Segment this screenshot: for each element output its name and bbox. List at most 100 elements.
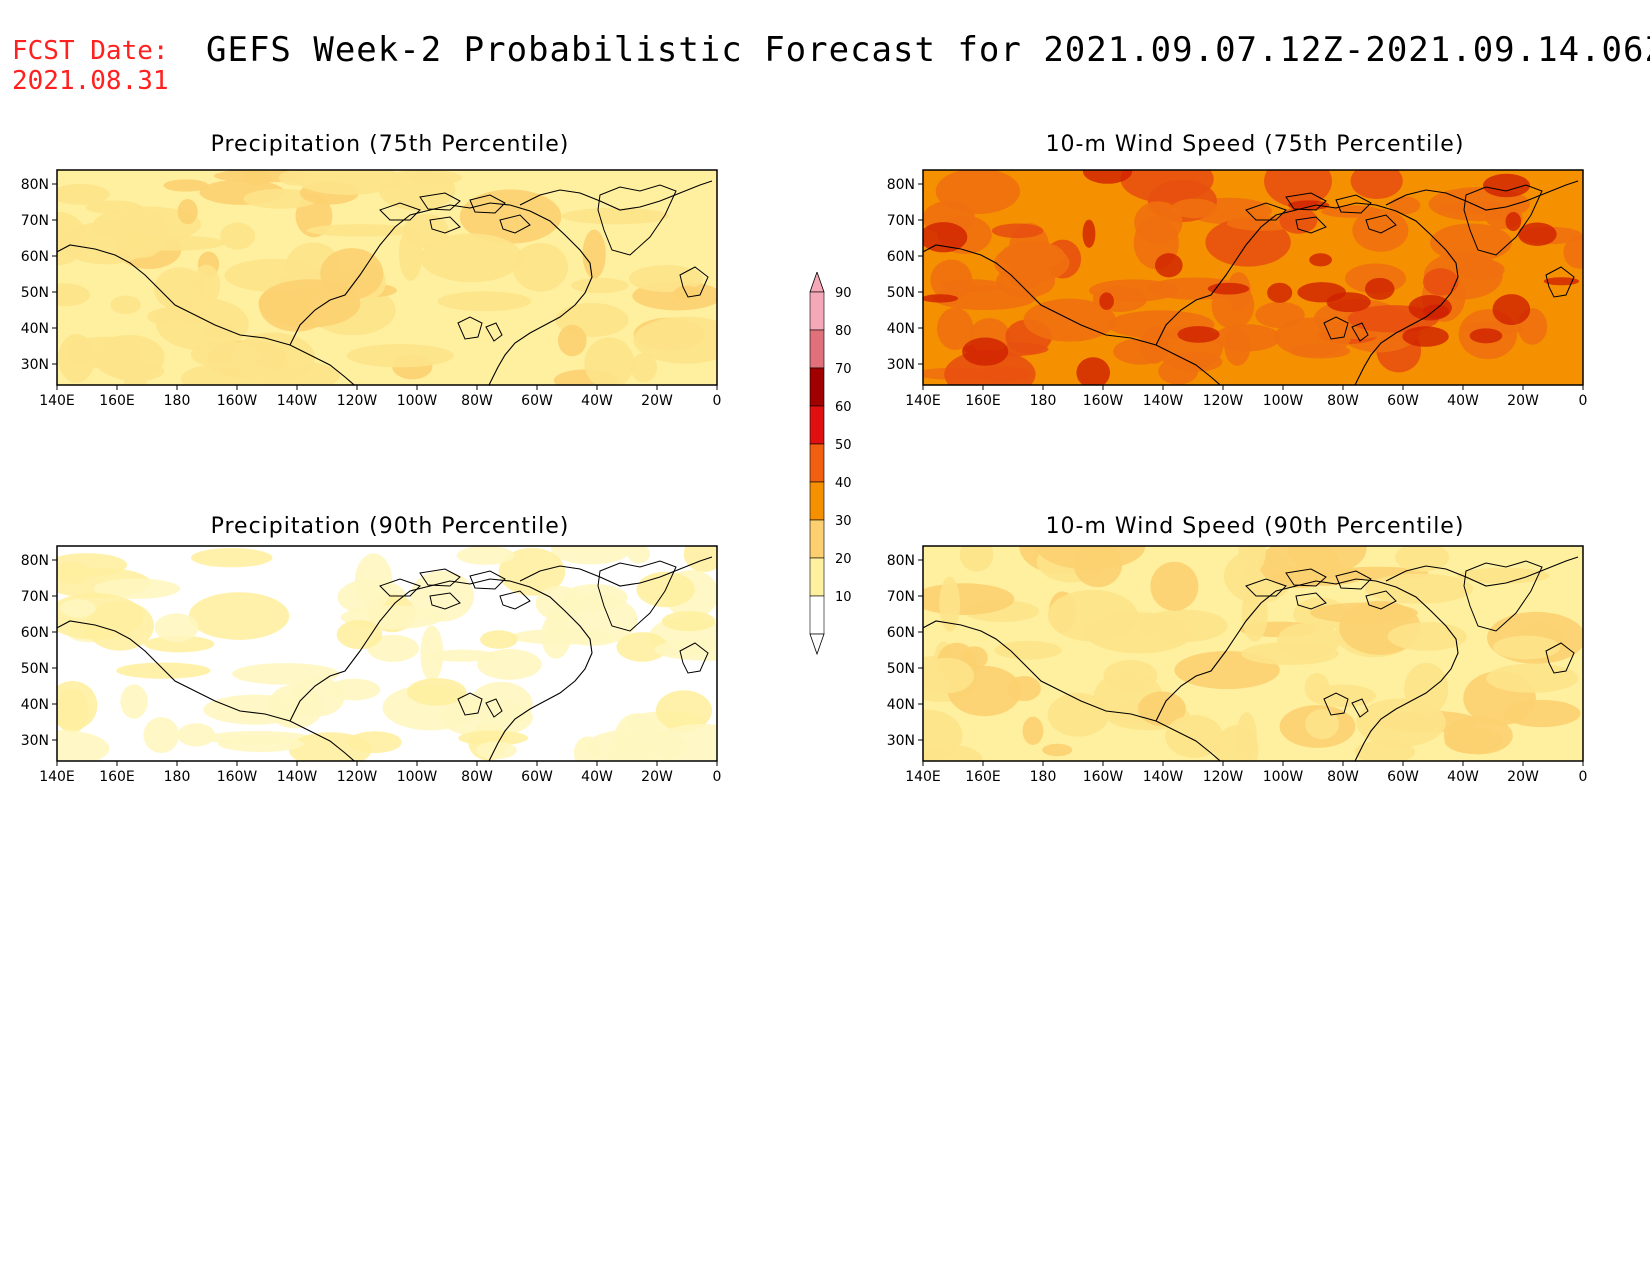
field-shade [570,277,629,294]
field-shade [1170,351,1223,372]
lon-tick-label: 0 [713,393,722,409]
lat-tick-label: 40N [21,321,49,337]
field-shade [1430,223,1512,262]
field-shade [243,188,319,209]
field-shade-high [1155,253,1183,278]
field-shade [1305,709,1340,740]
field-shade [573,736,602,761]
field-shade [242,170,271,185]
map-panel-wind-90: 140E 160E 180 160W 140W 120W 100W 80W 60W 40W 20W 0… [866,545,1596,800]
field-shade [937,307,974,350]
field-shade [650,723,717,761]
map-panel-precip-90: 140E 160E 180 160W 140W 120W 100W 80W 60W 40W 20W 0… [0,545,730,800]
lat-tick-label: 70N [21,589,49,605]
lon-tick-label: 140W [1143,769,1184,785]
field-shade [177,723,216,747]
field-shade [469,681,533,727]
lat-tick-label: 50N [887,661,915,677]
field-shade [154,613,199,642]
lat-tick-label: 80N [887,177,915,193]
field-shade [403,213,449,249]
field-shade [535,585,583,621]
field-shade [57,730,110,761]
field-shade [550,546,632,565]
lon-tick-label: 80W [1327,769,1359,785]
field-shade [584,337,635,385]
map-svg: 140E 160E 180 160W 140W 120W 100W 80W 60W 40W 20W 0… [887,169,1587,409]
lon-tick-label: 120W [337,769,378,785]
field-shade [1389,196,1421,215]
coastline-island [499,214,531,234]
field-shade-high [1082,170,1133,184]
field-shade [633,316,717,364]
field-shade [1387,622,1467,651]
colorbar-swatch [809,595,825,635]
lat-tick-label: 80N [21,553,49,569]
field-shade [1457,567,1550,584]
lon-tick-label: 80W [461,393,493,409]
lat-tick-label: 60N [887,249,915,265]
field-shade [607,731,655,761]
field-shade [1000,240,1065,270]
field-shade [475,741,517,760]
field-shade [1486,663,1579,693]
lon-tick-label: 80W [1327,393,1359,409]
colorbar-label: 40 [835,476,852,491]
colorbar-label: 30 [835,514,852,529]
field-shade [1134,201,1183,244]
field-shade [57,688,89,734]
field-shade [1084,612,1194,654]
coastline [923,180,1579,385]
field-shade [60,599,96,618]
lon-tick-label: 140E [905,393,941,409]
lon-tick-label: 40W [1447,393,1479,409]
field-shade-high [1309,253,1333,267]
field-shade [437,291,532,312]
field-shade [192,264,221,306]
field-shade-high [1518,222,1557,246]
field-shade [683,546,717,572]
field-shade [456,546,515,565]
map-panel-precip-75: 140E 160E 180 160W 140W 120W 100W 80W 60W 40W 20W 0… [0,169,730,424]
colorbar-swatch [809,329,825,369]
lon-tick-label: 160W [1083,393,1124,409]
field-shade-high [962,337,1009,366]
field-shade [541,613,571,659]
field-shade [498,547,566,596]
field-shade [1277,622,1341,659]
field-shade [232,663,340,685]
coastline-island [457,692,483,716]
coastline-island [679,642,709,674]
field-shade [932,285,1037,311]
lon-tick-label: 180 [164,393,191,409]
colorbar-svg: 90 80 70 60 50 40 30 20 10 [809,270,852,656]
lon-tick-label: 120W [1203,769,1244,785]
field-shade [220,222,256,250]
field-shade [582,229,606,279]
field-shade-high [1492,294,1531,326]
lat-tick-label: 30N [21,357,49,373]
field-shade-high [1297,282,1346,303]
lat-tick-label: 70N [21,213,49,229]
coastline-island [1335,570,1372,590]
lat-tick-label: 60N [887,625,915,641]
field-shade [1563,235,1583,269]
colorbar-top-arrow [809,270,825,293]
field-shade-high [1099,292,1114,310]
field-shade-high [1482,173,1531,198]
field-shade [1443,716,1513,755]
lon-tick-label: 20W [641,393,673,409]
lon-tick-label: 160E [99,393,135,409]
field-shade [1279,207,1318,234]
coastline-island [1365,590,1397,610]
lat-tick-label: 60N [21,625,49,641]
lon-tick-label: 140E [39,393,75,409]
lat-tick-label: 50N [21,285,49,301]
coastline-island [485,322,503,342]
lat-tick-label: 50N [887,285,915,301]
colorbar-swatch [809,519,825,559]
colorbar-swatch [809,367,825,407]
lon-tick-label: 60W [521,393,553,409]
coastline-island [1323,692,1349,716]
field-shade [654,638,717,661]
